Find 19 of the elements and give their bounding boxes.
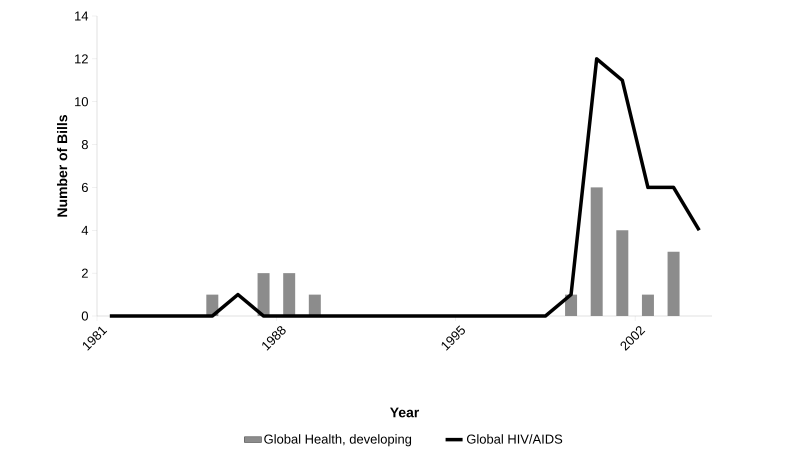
bar — [668, 252, 680, 316]
y-tick-label: 8 — [82, 140, 88, 150]
y-tick-label: 2 — [82, 268, 88, 278]
bar — [642, 294, 654, 316]
legend-label: Global Health, developing — [264, 434, 412, 446]
y-tick-label: 0 — [82, 311, 88, 321]
bar — [258, 273, 270, 316]
bar — [308, 294, 321, 316]
bar — [283, 273, 296, 316]
bar — [590, 187, 603, 316]
y-axis-title: Number of Bills — [56, 115, 68, 217]
y-tick-label: 10 — [75, 97, 88, 106]
y-tick-label: 6 — [82, 182, 88, 192]
x-axis-title: Year — [390, 408, 420, 418]
bar — [616, 230, 628, 316]
y-tick-label: 12 — [75, 54, 88, 64]
legend-label: Global HIV/AIDS — [466, 434, 562, 444]
y-tick-label: 14 — [75, 12, 88, 20]
y-tick-label: 4 — [82, 226, 88, 235]
